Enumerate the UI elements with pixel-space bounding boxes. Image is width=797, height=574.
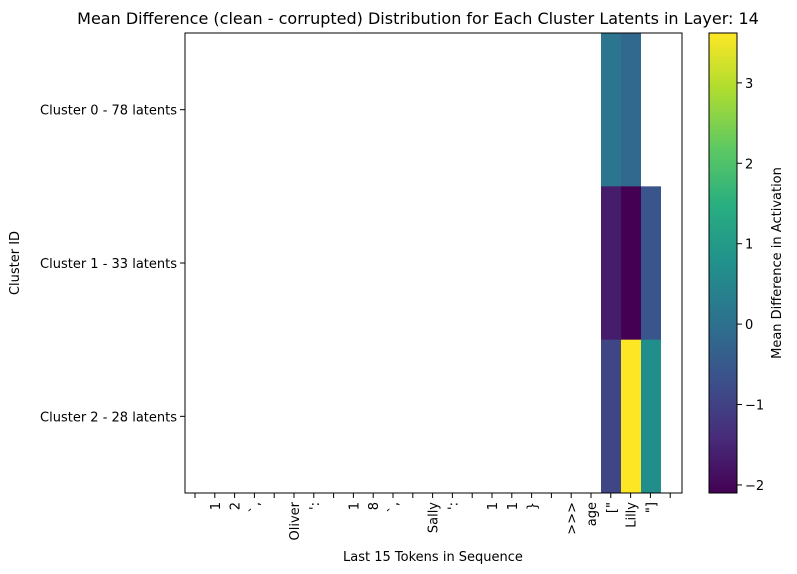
x-tick-label: age bbox=[585, 502, 600, 526]
heatmap-cell bbox=[601, 339, 621, 494]
x-tick-label: ': bbox=[446, 502, 461, 510]
x-tick-label: Oliver bbox=[288, 501, 303, 540]
x-tick-label: 1 bbox=[506, 502, 521, 510]
colorbar-tick-label: 2 bbox=[745, 157, 753, 172]
y-tick-label: Cluster 0 - 78 latents bbox=[40, 104, 177, 119]
x-tick-label: 2 bbox=[229, 502, 244, 510]
colorbar-tick-label: 1 bbox=[745, 238, 753, 253]
y-axis: Cluster 0 - 78 latents Cluster 1 - 33 lat… bbox=[40, 104, 185, 425]
colorbar-tick-label: 3 bbox=[745, 77, 753, 92]
colorbar-tick-label: −1 bbox=[745, 399, 764, 414]
y-tick-label: Cluster 2 - 28 latents bbox=[40, 410, 177, 425]
heatmap-cell bbox=[601, 33, 621, 187]
x-axis-label: Last 15 Tokens in Sequence bbox=[343, 550, 523, 565]
x-tick-label: 1 bbox=[347, 502, 362, 510]
x-tick-label: 8 bbox=[367, 502, 382, 510]
x-axis: 1 2 `, Oliver ': 1 8 `, Sally ': 1 1} >>> age [" L… bbox=[194, 493, 671, 541]
x-tick-label: [" bbox=[605, 502, 620, 513]
colorbar-label: Mean Difference in Activation bbox=[770, 167, 785, 359]
x-tick-label: `, bbox=[248, 502, 263, 513]
heatmap-cell bbox=[641, 339, 661, 494]
x-tick-label: ': bbox=[308, 502, 323, 510]
y-tick-label: Cluster 1 - 33 latents bbox=[40, 257, 177, 272]
x-tick-label: Lilly bbox=[625, 502, 640, 528]
x-tick-label: `, bbox=[387, 502, 402, 513]
x-tick-label: "] bbox=[644, 502, 659, 513]
y-axis-label: Cluster ID bbox=[8, 231, 23, 295]
colorbar bbox=[708, 32, 738, 494]
chart-title: Mean Difference (clean - corrupted) Dist… bbox=[77, 9, 759, 28]
heatmap-cell bbox=[621, 339, 641, 494]
x-tick-label: 1 bbox=[209, 502, 224, 510]
colorbar-tick-label: −2 bbox=[745, 479, 764, 494]
heatmap-cells bbox=[601, 33, 661, 494]
heatmap-cell bbox=[621, 33, 641, 187]
heatmap-cell bbox=[621, 186, 641, 341]
x-tick-label: } bbox=[526, 502, 541, 510]
x-tick-label: >>> bbox=[565, 502, 580, 535]
heatmap-cell bbox=[641, 186, 661, 341]
x-tick-label: 1 bbox=[486, 502, 501, 510]
x-tick-label: Sally bbox=[427, 502, 442, 533]
colorbar-tick-label: 0 bbox=[745, 318, 753, 333]
colorbar-axis: −2 −1 0 1 2 3 bbox=[737, 77, 764, 494]
heatmap-cell bbox=[601, 186, 621, 341]
